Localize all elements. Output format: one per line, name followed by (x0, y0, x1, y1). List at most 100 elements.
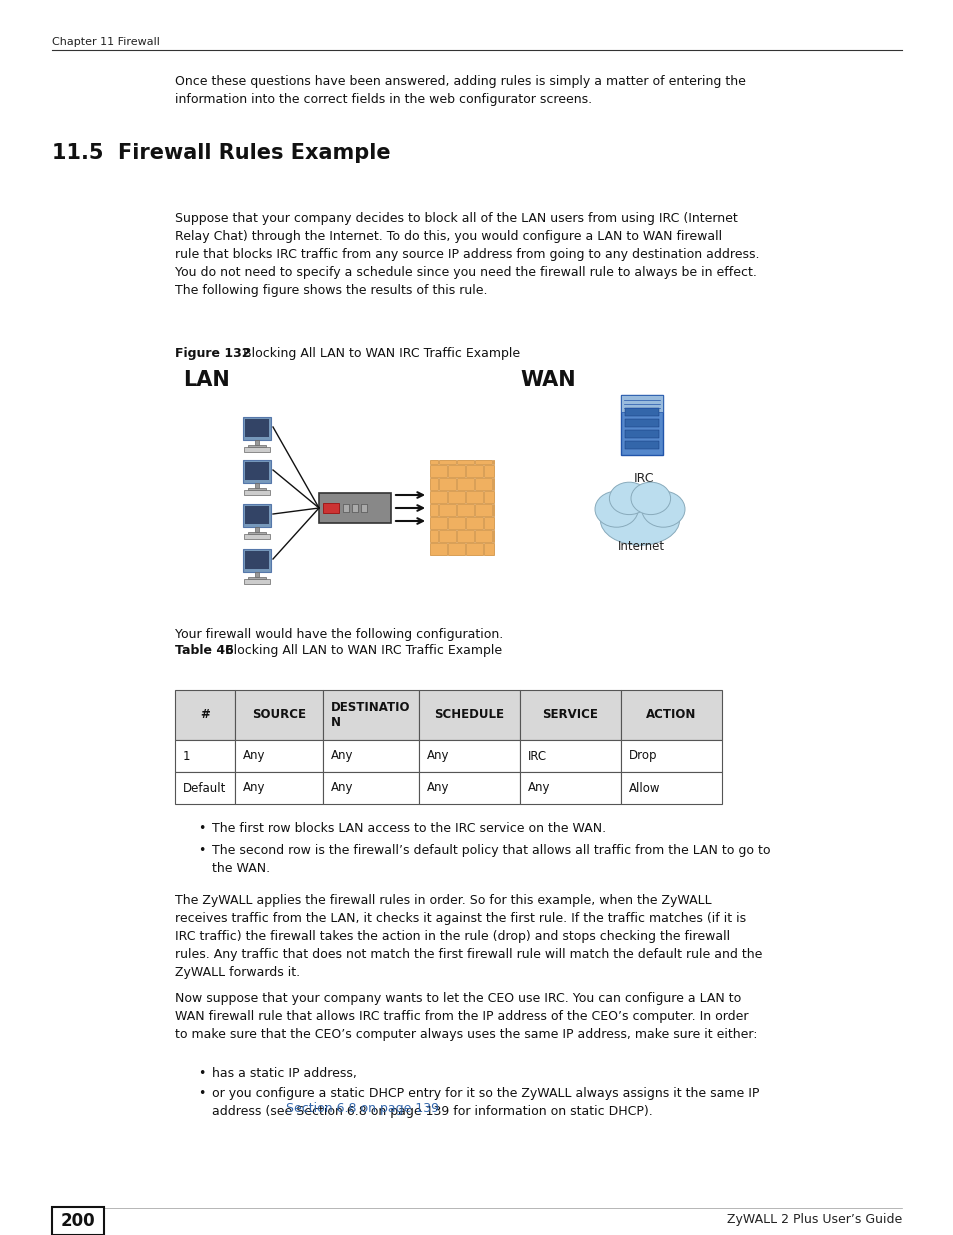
Bar (624, 430, 659, 438)
Text: SOURCE: SOURCE (252, 709, 306, 721)
Text: DESTINATIO
N: DESTINATIO N (331, 701, 411, 729)
Bar (456, 459, 474, 464)
Bar (465, 466, 482, 477)
Bar (244, 490, 270, 495)
Text: Any: Any (527, 782, 550, 794)
Text: Default: Default (183, 782, 226, 794)
Bar (519, 772, 620, 804)
Bar (448, 543, 464, 555)
Bar (493, 530, 494, 542)
Bar (465, 543, 482, 555)
Bar (255, 572, 258, 577)
Bar (483, 543, 494, 555)
Ellipse shape (599, 495, 679, 545)
Bar (242, 459, 271, 483)
Bar (352, 504, 357, 513)
Bar (234, 772, 323, 804)
Bar (448, 517, 464, 529)
Bar (242, 416, 271, 440)
Bar (624, 408, 659, 416)
Text: Internet: Internet (618, 540, 664, 553)
Ellipse shape (630, 482, 670, 515)
Text: Chapter 11 Firewall: Chapter 11 Firewall (52, 37, 160, 47)
Text: The first row blocks LAN access to the IRC service on the WAN.: The first row blocks LAN access to the I… (212, 823, 605, 835)
Bar (242, 548, 271, 572)
Bar (430, 492, 447, 503)
Text: Blocking All LAN to WAN IRC Traffic Example: Blocking All LAN to WAN IRC Traffic Exam… (225, 643, 501, 657)
Bar (620, 772, 721, 804)
Text: Once these questions have been answered, adding rules is simply a matter of ente: Once these questions have been answered,… (174, 75, 745, 106)
Bar (493, 504, 494, 516)
Text: has a static IP address,: has a static IP address, (212, 1067, 356, 1079)
Bar (430, 478, 437, 490)
Bar (248, 577, 266, 579)
Ellipse shape (595, 492, 638, 527)
Bar (519, 740, 620, 772)
Text: Any: Any (427, 750, 449, 762)
Bar (255, 527, 258, 531)
Text: IRC: IRC (527, 750, 547, 762)
Ellipse shape (609, 482, 648, 515)
Text: Table 46: Table 46 (174, 643, 242, 657)
Bar (519, 690, 620, 740)
Text: The ZyWALL applies the firewall rules in order. So for this example, when the Zy: The ZyWALL applies the firewall rules in… (174, 894, 761, 979)
Bar (475, 504, 492, 516)
Bar (483, 492, 494, 503)
Bar (248, 488, 266, 490)
Text: IRC: IRC (634, 472, 654, 485)
Bar (493, 478, 494, 490)
Bar (318, 493, 391, 522)
Text: Figure 132: Figure 132 (174, 347, 263, 359)
Bar (234, 740, 323, 772)
Bar (248, 531, 266, 535)
Bar (430, 504, 437, 516)
Bar (624, 419, 659, 427)
Text: 11.5  Firewall Rules Example: 11.5 Firewall Rules Example (52, 143, 390, 163)
Bar (242, 504, 271, 527)
Text: •: • (198, 844, 205, 857)
Bar (174, 690, 234, 740)
Bar (244, 447, 270, 452)
Bar (624, 441, 659, 450)
Text: Any: Any (243, 750, 265, 762)
Bar (360, 504, 367, 513)
Bar (418, 740, 519, 772)
Bar (323, 690, 418, 740)
Bar (456, 504, 474, 516)
Bar (430, 543, 447, 555)
Bar (418, 772, 519, 804)
Bar (323, 740, 418, 772)
Text: Your firewall would have the following configuration.: Your firewall would have the following c… (174, 629, 503, 641)
Text: Suppose that your company decides to block all of the LAN users from using IRC (: Suppose that your company decides to blo… (174, 212, 759, 296)
Bar (475, 478, 492, 490)
Text: Drop: Drop (628, 750, 657, 762)
Bar (438, 478, 456, 490)
Bar (456, 530, 474, 542)
Bar (475, 459, 492, 464)
Bar (430, 466, 447, 477)
Bar (438, 530, 456, 542)
Bar (244, 579, 270, 584)
Bar (620, 740, 721, 772)
Bar (430, 530, 437, 542)
Bar (248, 445, 266, 447)
Text: Any: Any (331, 750, 354, 762)
Text: Allow: Allow (628, 782, 659, 794)
Text: #: # (200, 709, 210, 721)
Bar (234, 690, 323, 740)
Bar (52, 1207, 104, 1235)
Bar (430, 459, 437, 464)
Ellipse shape (641, 492, 684, 527)
Bar (245, 420, 269, 437)
Bar (620, 690, 721, 740)
Text: Any: Any (331, 782, 354, 794)
Bar (323, 772, 418, 804)
Text: Section 6.8 on page 139: Section 6.8 on page 139 (286, 1102, 438, 1115)
Bar (245, 462, 269, 480)
Bar (255, 440, 258, 445)
Text: Blocking All LAN to WAN IRC Traffic Example: Blocking All LAN to WAN IRC Traffic Exam… (243, 347, 519, 359)
Bar (620, 395, 662, 454)
Bar (245, 551, 269, 569)
Text: WAN: WAN (519, 370, 575, 390)
Text: Any: Any (427, 782, 449, 794)
